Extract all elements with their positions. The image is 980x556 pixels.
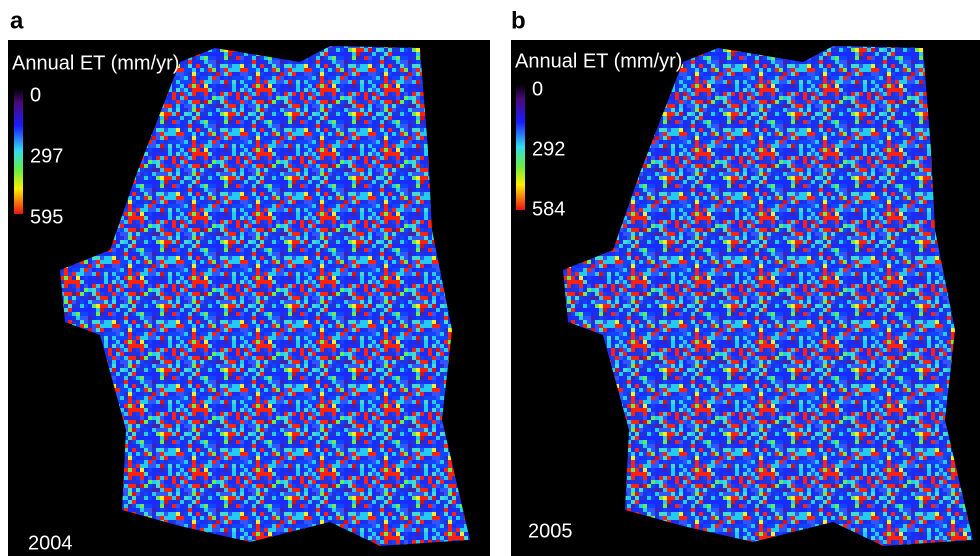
- year-label: 2004: [28, 532, 73, 554]
- legend-tick: 0: [30, 84, 41, 106]
- year-label: 2005: [528, 520, 573, 542]
- panel-label: a: [10, 7, 24, 34]
- panel-label: b: [511, 7, 526, 34]
- colorbar: [14, 88, 23, 214]
- legend-tick: 595: [30, 206, 63, 228]
- legend-title: Annual ET (mm/yr): [12, 52, 179, 74]
- legend-tick: 292: [532, 138, 565, 160]
- legend-tick: 297: [30, 145, 63, 167]
- colorbar: [516, 84, 525, 210]
- panel: b Annual ET (mm/yr) 0 292 584 2005: [503, 0, 980, 556]
- figure: a Annual ET (mm/yr) 0 297 595 2004 b Ann…: [0, 0, 980, 556]
- legend-tick: 0: [532, 78, 543, 100]
- legend-title: Annual ET (mm/yr): [515, 50, 682, 72]
- legend-tick: 584: [532, 198, 565, 220]
